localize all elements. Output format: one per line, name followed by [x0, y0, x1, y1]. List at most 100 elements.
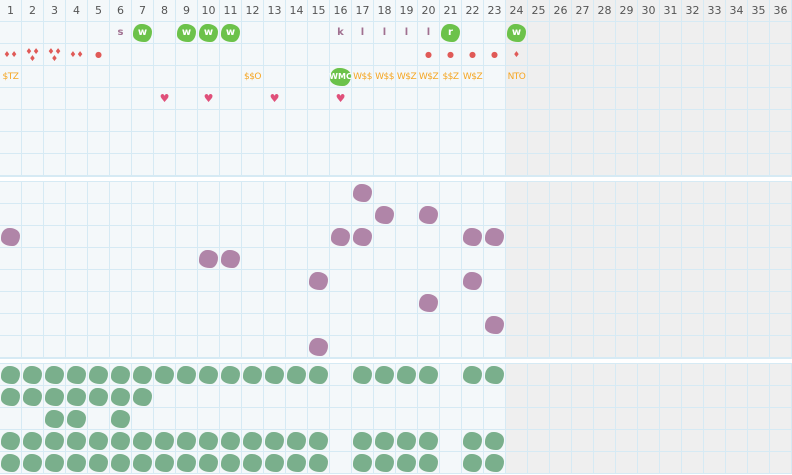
section1-cell[interactable]: [704, 66, 726, 88]
section1-cell[interactable]: [638, 88, 660, 110]
section2-cell[interactable]: [638, 314, 660, 336]
section1-cell[interactable]: [154, 22, 176, 44]
section3-cell[interactable]: [770, 386, 792, 408]
section1-cell[interactable]: [594, 22, 616, 44]
section1-cell[interactable]: [572, 44, 594, 66]
section2-cell[interactable]: [308, 270, 330, 292]
section2-cell[interactable]: [660, 248, 682, 270]
section1-cell[interactable]: [374, 88, 396, 110]
section3-cell[interactable]: [682, 364, 704, 386]
section1-cell[interactable]: ●: [418, 44, 440, 66]
section1-cell[interactable]: ●: [462, 44, 484, 66]
section1-cell[interactable]: [286, 44, 308, 66]
section2-cell[interactable]: [748, 270, 770, 292]
section2-cell[interactable]: [242, 226, 264, 248]
section1-cell[interactable]: [462, 154, 484, 176]
section2-cell[interactable]: [44, 270, 66, 292]
section1-cell[interactable]: [572, 66, 594, 88]
section1-cell[interactable]: [220, 44, 242, 66]
section3-cell[interactable]: [440, 386, 462, 408]
section1-cell[interactable]: [682, 88, 704, 110]
section2-cell[interactable]: [616, 292, 638, 314]
section2-cell[interactable]: [132, 248, 154, 270]
section2-cell[interactable]: [374, 336, 396, 358]
section2-cell[interactable]: [330, 248, 352, 270]
section1-cell[interactable]: [660, 66, 682, 88]
section2-cell[interactable]: [770, 270, 792, 292]
section3-cell[interactable]: [66, 408, 88, 430]
section1-cell[interactable]: ♥: [154, 88, 176, 110]
section3-cell[interactable]: [330, 408, 352, 430]
section3-cell[interactable]: [132, 408, 154, 430]
section3-cell[interactable]: [704, 408, 726, 430]
section2-cell[interactable]: [154, 204, 176, 226]
section2-cell[interactable]: [616, 270, 638, 292]
section1-cell[interactable]: k: [330, 22, 352, 44]
section1-cell[interactable]: [748, 154, 770, 176]
section2-cell[interactable]: [660, 292, 682, 314]
section3-cell[interactable]: [506, 408, 528, 430]
section2-cell[interactable]: [264, 204, 286, 226]
section1-cell[interactable]: [44, 66, 66, 88]
section2-cell[interactable]: [66, 270, 88, 292]
section1-cell[interactable]: [198, 132, 220, 154]
section3-cell[interactable]: [418, 386, 440, 408]
section1-cell[interactable]: [506, 88, 528, 110]
section1-cell[interactable]: [462, 132, 484, 154]
section3-cell[interactable]: [0, 386, 22, 408]
section1-cell[interactable]: [770, 44, 792, 66]
section1-cell[interactable]: [704, 110, 726, 132]
section1-cell[interactable]: l: [418, 22, 440, 44]
section2-cell[interactable]: [440, 314, 462, 336]
section3-cell[interactable]: [528, 430, 550, 452]
section2-cell[interactable]: [44, 336, 66, 358]
section1-cell[interactable]: [264, 132, 286, 154]
section2-cell[interactable]: [462, 314, 484, 336]
section1-cell[interactable]: [484, 132, 506, 154]
section1-cell[interactable]: [308, 22, 330, 44]
section1-cell[interactable]: ●: [440, 44, 462, 66]
section1-cell[interactable]: [242, 110, 264, 132]
section1-cell[interactable]: [616, 44, 638, 66]
section1-cell[interactable]: [660, 44, 682, 66]
section3-cell[interactable]: [418, 452, 440, 474]
section1-cell[interactable]: [242, 44, 264, 66]
section1-cell[interactable]: ●: [88, 44, 110, 66]
section3-cell[interactable]: [638, 430, 660, 452]
section1-cell[interactable]: s: [110, 22, 132, 44]
section1-cell[interactable]: [550, 154, 572, 176]
section1-cell[interactable]: [528, 132, 550, 154]
section1-cell[interactable]: [0, 132, 22, 154]
section2-cell[interactable]: [220, 314, 242, 336]
section2-cell[interactable]: [0, 314, 22, 336]
section2-cell[interactable]: [484, 336, 506, 358]
section2-cell[interactable]: [44, 292, 66, 314]
section1-cell[interactable]: [176, 132, 198, 154]
section2-cell[interactable]: [704, 204, 726, 226]
section3-cell[interactable]: [308, 408, 330, 430]
section1-cell[interactable]: [308, 110, 330, 132]
section3-cell[interactable]: [352, 386, 374, 408]
section1-cell[interactable]: [484, 154, 506, 176]
section2-cell[interactable]: [154, 226, 176, 248]
section1-cell[interactable]: [660, 22, 682, 44]
section2-cell[interactable]: [44, 314, 66, 336]
section1-cell[interactable]: [682, 132, 704, 154]
section3-cell[interactable]: [770, 408, 792, 430]
section2-cell[interactable]: [264, 226, 286, 248]
section1-cell[interactable]: [22, 22, 44, 44]
section2-cell[interactable]: [132, 314, 154, 336]
section3-cell[interactable]: [22, 364, 44, 386]
section2-cell[interactable]: [308, 336, 330, 358]
section2-cell[interactable]: [198, 314, 220, 336]
section1-cell[interactable]: [748, 22, 770, 44]
section1-cell[interactable]: [550, 22, 572, 44]
section1-cell[interactable]: [396, 132, 418, 154]
section1-cell[interactable]: [440, 132, 462, 154]
section1-cell[interactable]: [110, 154, 132, 176]
section2-cell[interactable]: [286, 270, 308, 292]
section2-cell[interactable]: [660, 336, 682, 358]
section3-cell[interactable]: [242, 408, 264, 430]
section1-cell[interactable]: [550, 132, 572, 154]
section2-cell[interactable]: [748, 226, 770, 248]
